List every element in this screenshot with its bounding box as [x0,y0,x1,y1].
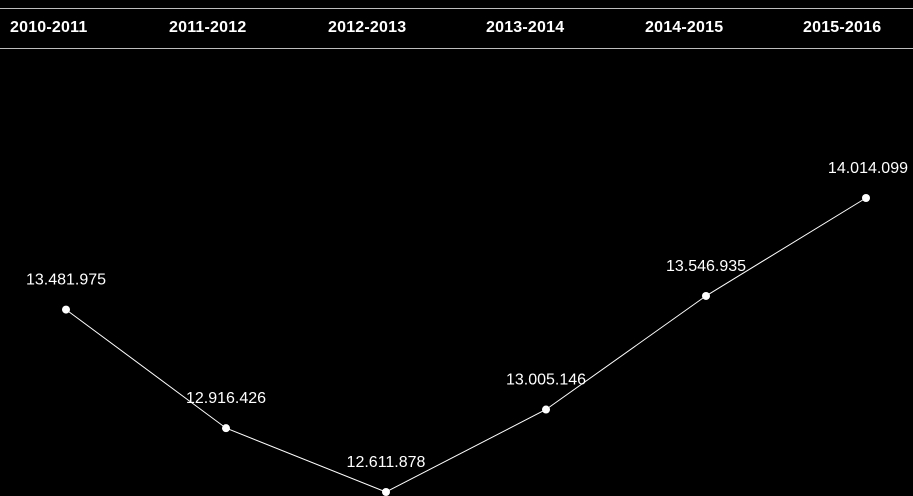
data-label-2010-2011: 13.481.975 [26,272,106,289]
data-label-2012-2013: 12.611.878 [347,454,426,471]
data-label-2011-2012: 12.916.426 [186,390,266,407]
data-point-2014-2015 [702,291,710,300]
data-point-2015-2016 [862,194,870,202]
year-label-2010-2011: 2010-2011 [10,19,88,36]
data-label-2015-2016: 14.014.099 [828,160,908,177]
data-label-2014-2015: 13.546.935 [666,258,746,275]
data-point-2013-2014 [542,405,550,414]
year-label-2012-2013: 2012-2013 [328,19,407,36]
data-point-2011-2012 [222,424,230,433]
data-point-2012-2013 [382,488,390,496]
header-bottom-rule [0,48,913,49]
header-top-rule [0,8,913,9]
data-label-2013-2014: 13.005.146 [506,372,586,389]
data-point-2010-2011 [62,305,70,314]
year-header-row: 2010-2011 2011-2012 2012-2013 2013-2014 … [0,9,913,48]
year-label-2015-2016: 2015-2016 [803,19,882,36]
year-label-2011-2012: 2011-2012 [169,19,247,36]
series-line [65,197,867,493]
year-label-2014-2015: 2014-2015 [645,19,724,36]
year-label-2013-2014: 2013-2014 [486,19,565,36]
